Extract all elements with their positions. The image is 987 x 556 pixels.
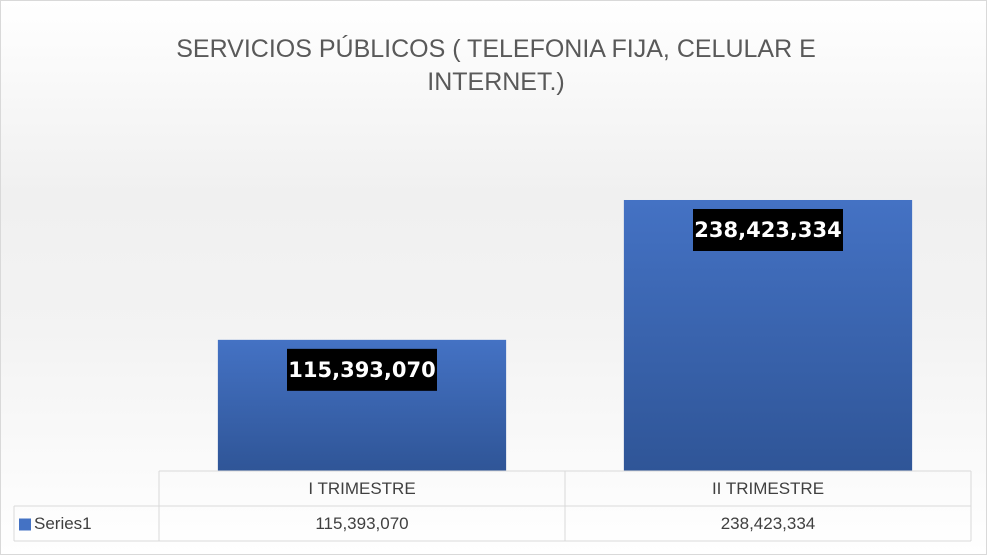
x-tick-label: II TRIMESTRE <box>712 479 824 498</box>
table-value: 238,423,334 <box>721 514 816 533</box>
data-label-box <box>287 348 437 391</box>
data-label: 115,393,070 <box>288 358 435 382</box>
x-tick-label: I TRIMESTRE <box>308 479 415 498</box>
data-label-box <box>693 208 843 251</box>
chart-title: SERVICIOS PÚBLICOS ( TELEFONIA FIJA, CEL… <box>176 35 816 96</box>
table-value: 115,393,070 <box>315 514 408 533</box>
legend-label: Series1 <box>34 514 92 533</box>
data-label: 238,423,334 <box>694 218 841 242</box>
legend-swatch <box>19 518 31 531</box>
